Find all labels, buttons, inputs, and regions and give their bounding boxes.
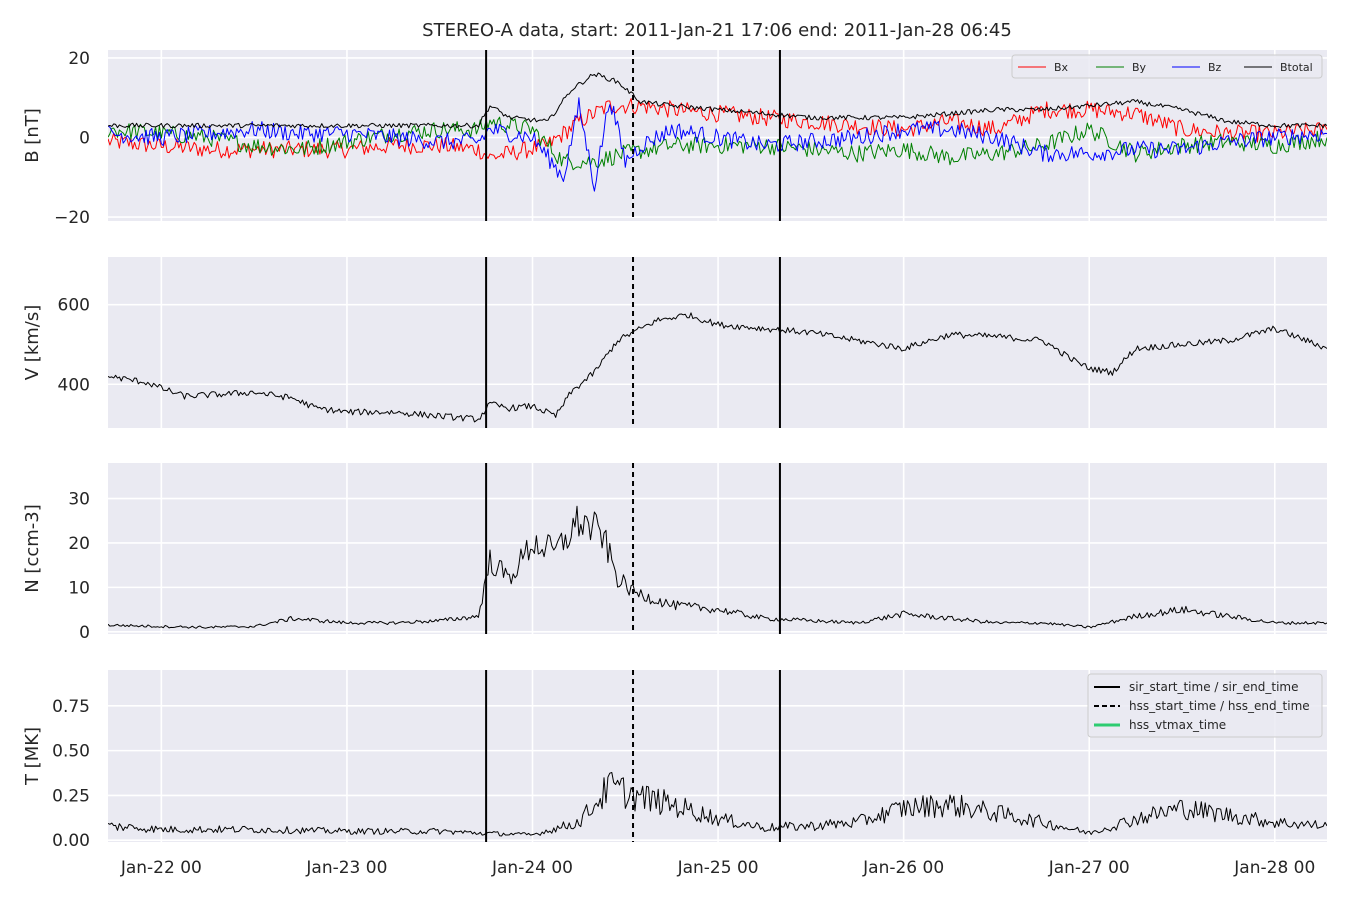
x-tick-label: Jan-25 00 <box>677 858 759 878</box>
series-group-V <box>108 312 1327 423</box>
legend-label-By: By <box>1132 61 1147 74</box>
x-tick-label: Jan-22 00 <box>120 858 202 878</box>
y-axis-label-B: B [nT] <box>22 108 43 163</box>
legend-label-0: sir_start_time / sir_end_time <box>1129 680 1299 694</box>
y-tick-label-N: 20 <box>68 534 90 554</box>
panel-T: 0.00 0.25 0.50 0.75 T [MK] Jan-22 00 Jan-23 00… <box>22 670 1327 878</box>
panel-V: 400 600 V [km/s] <box>22 257 1327 428</box>
x-tick-label: Jan-27 00 <box>1048 858 1130 878</box>
y-axis-label-T: T [MK] <box>22 727 43 786</box>
legend-label-Bx: Bx <box>1054 61 1069 74</box>
y-tick-label-T: 0.00 <box>52 831 90 851</box>
x-tick-label: Jan-23 00 <box>305 858 387 878</box>
series-line-T <box>108 772 1327 837</box>
panel-B: −20 0 20 B [nT] Bx By Bz Btotal <box>22 49 1327 228</box>
legend-box <box>1011 54 1323 79</box>
legend-label-1: hss_start_time / hss_end_time <box>1129 699 1310 713</box>
series-line-Bz <box>108 97 1327 192</box>
y-tick-label-T: 0.50 <box>52 742 90 762</box>
y-tick-label-V: 600 <box>58 296 90 316</box>
series-line-By <box>108 116 1327 171</box>
y-axis-label-V: V [km/s] <box>22 305 43 380</box>
legend-T: sir_start_time / sir_end_time hss_start_t… <box>1087 673 1323 738</box>
series-line-V <box>108 312 1327 423</box>
y-axis-label-N: N [ccm-3] <box>22 504 43 593</box>
legend-label-Bz: Bz <box>1208 61 1222 74</box>
series-group-N <box>108 505 1327 629</box>
y-tick-label-T: 0.25 <box>52 786 90 806</box>
y-tick-label-V: 400 <box>58 375 90 395</box>
series-line-Btotal <box>108 72 1327 129</box>
y-tick-label-B: 0 <box>79 128 90 148</box>
series-line-N <box>108 505 1327 629</box>
y-tick-label-N: 0 <box>79 623 90 643</box>
series-group-T <box>108 772 1327 837</box>
x-tick-label: Jan-28 00 <box>1233 858 1315 878</box>
x-tick-label: Jan-24 00 <box>491 858 573 878</box>
y-tick-label-N: 10 <box>68 578 90 598</box>
legend-label-Btotal: Btotal <box>1280 61 1313 74</box>
x-tick-label: Jan-26 00 <box>862 858 944 878</box>
legend-label-2: hss_vtmax_time <box>1129 718 1226 732</box>
legend-box <box>1087 673 1323 738</box>
panels-group: −20 0 20 B [nT] Bx By Bz Btotal 400 600 V [km/s] 0 1… <box>22 49 1327 878</box>
y-tick-label-T: 0.75 <box>52 697 90 717</box>
y-tick-label-N: 30 <box>68 490 90 510</box>
panel-N: 0 10 20 30 N [ccm-3] <box>22 463 1327 643</box>
chart-title: STEREO-A data, start: 2011-Jan-21 17:06 … <box>422 20 1012 41</box>
series-group-B <box>108 72 1327 192</box>
y-tick-label-B: −20 <box>54 208 90 228</box>
legend-B: Bx By Bz Btotal <box>1011 54 1323 79</box>
series-line-Bx <box>108 98 1327 161</box>
y-tick-label-B: 20 <box>68 49 90 69</box>
